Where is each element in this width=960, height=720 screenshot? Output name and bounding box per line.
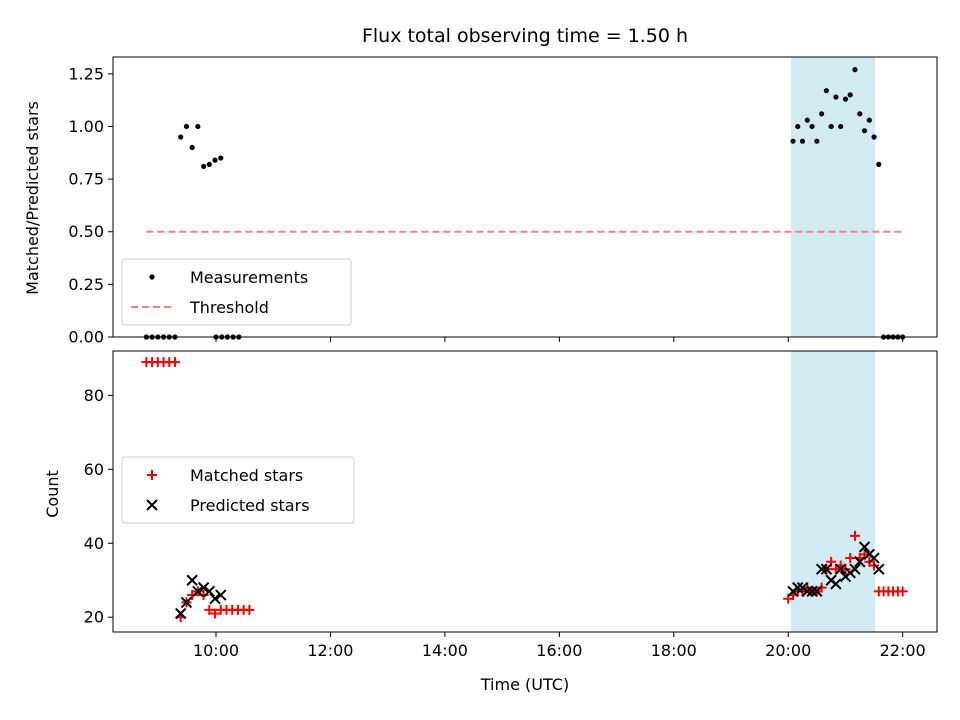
- predicted-stars-point: [854, 556, 866, 568]
- measurement-point: [828, 123, 834, 130]
- matched-stars-point: [897, 586, 908, 597]
- predicted-stars-point: [186, 574, 198, 586]
- x-tick-label: 16:00: [536, 641, 582, 660]
- top-panel: 0.00 0.25 0.50 0.75 1.00 1.25 Measurements Thre…: [68, 56, 938, 347]
- measurement-point: [847, 92, 853, 98]
- measurement-point: [212, 157, 218, 163]
- y-tick-label: 0.00: [68, 328, 104, 347]
- legend-label: Measurements: [190, 268, 308, 287]
- chart-title: Flux total observing time = 1.50 h: [362, 25, 688, 47]
- x-tick-label: 14:00: [422, 641, 468, 660]
- predicted-stars-point: [175, 607, 187, 620]
- x-tick-label: 12:00: [307, 641, 353, 660]
- measurement-point: [809, 123, 815, 130]
- x-tick-label: 18:00: [651, 641, 697, 660]
- y-tick-label: 0.75: [68, 170, 104, 189]
- predicted-stars-point: [834, 563, 847, 575]
- predicted-stars-point: [209, 593, 221, 605]
- shaded-interval: [791, 57, 876, 337]
- measurement-point: [833, 94, 839, 100]
- predicted-stars-point: [801, 585, 814, 598]
- matched-stars-point: [849, 530, 860, 541]
- predicted-stars-point: [815, 563, 828, 575]
- measurement-point: [842, 96, 849, 102]
- predicted-stars-point: [203, 585, 216, 598]
- legend-label: Matched stars: [190, 466, 303, 485]
- measurement-point: [871, 134, 877, 140]
- plot-frame: [112, 350, 938, 633]
- predicted-stars-point: [180, 596, 193, 609]
- y-tick-label: 20: [84, 608, 104, 627]
- predicted-stars-point: [811, 585, 823, 598]
- legend-matched-swatch: [147, 470, 157, 480]
- predicted-stars-point: [806, 585, 818, 598]
- y-tick-label: 1.25: [68, 64, 104, 83]
- y-tick-label: 40: [84, 534, 104, 553]
- x-tick-label: 20:00: [765, 641, 811, 660]
- predicted-stars-point: [868, 552, 880, 564]
- measurement-point: [795, 123, 801, 130]
- legend-measurement-swatch: [149, 274, 155, 280]
- measurement-point: [799, 138, 806, 144]
- y-tick-label: 1.00: [68, 117, 104, 136]
- measurement-point: [861, 128, 868, 134]
- matched-stars-point: [845, 553, 856, 564]
- measurement-point: [819, 111, 825, 117]
- legend-box: [121, 258, 352, 326]
- measurement-point: [189, 144, 195, 151]
- x-tick-label: 22:00: [880, 641, 926, 660]
- measurement-point: [814, 138, 820, 144]
- predicted-stars-point: [192, 585, 204, 598]
- y-tick-label: 0.25: [68, 275, 104, 294]
- matched-stars-point: [204, 604, 215, 615]
- measurement-point: [195, 123, 201, 130]
- measurement-point: [206, 161, 212, 167]
- predicted-stars-point: [215, 589, 227, 601]
- predicted-stars-point: [197, 581, 210, 594]
- predicted-stars-point: [830, 578, 842, 590]
- predicted-stars-point: [858, 541, 871, 553]
- measurement-point: [201, 163, 207, 170]
- legend-box: [121, 456, 355, 524]
- measurement-point: [838, 123, 844, 130]
- measurement-point: [823, 88, 829, 94]
- plot-frame: [112, 56, 938, 338]
- measurement-point: [876, 161, 882, 167]
- measurement-point: [866, 117, 872, 123]
- bottom-panel: 10:00 12:00 14:00 16:00 18:00 20:00 22:00 20 40 6…: [84, 350, 938, 660]
- measurement-point: [852, 67, 858, 73]
- y-tick-label: 0.50: [68, 222, 104, 241]
- x-tick-label: 10:00: [193, 641, 239, 660]
- legend-predicted-swatch: [146, 499, 158, 511]
- matched-stars-point: [210, 608, 221, 619]
- predicted-stars-point: [849, 563, 861, 575]
- legend-label: Threshold: [189, 298, 269, 317]
- measurement-point: [804, 117, 810, 123]
- y-tick-label: 60: [84, 460, 104, 479]
- measurement-point: [790, 138, 796, 144]
- measurement-point: [178, 134, 184, 140]
- measurement-point: [857, 111, 863, 117]
- predicted-stars-point: [873, 563, 885, 575]
- measurement-point: [183, 123, 190, 130]
- matched-stars-point: [169, 357, 180, 368]
- y-tick-label: 80: [84, 386, 104, 405]
- matched-stars-point: [244, 604, 255, 615]
- top-y-axis-label: Matched/Predicted stars: [23, 101, 42, 295]
- predicted-stars-point: [820, 563, 833, 575]
- x-axis-label: Time (UTC): [480, 675, 569, 694]
- bottom-y-axis-label: Count: [43, 470, 62, 518]
- predicted-stars-point: [792, 581, 804, 594]
- legend-label: Predicted stars: [190, 496, 310, 515]
- measurement-point: [218, 155, 224, 161]
